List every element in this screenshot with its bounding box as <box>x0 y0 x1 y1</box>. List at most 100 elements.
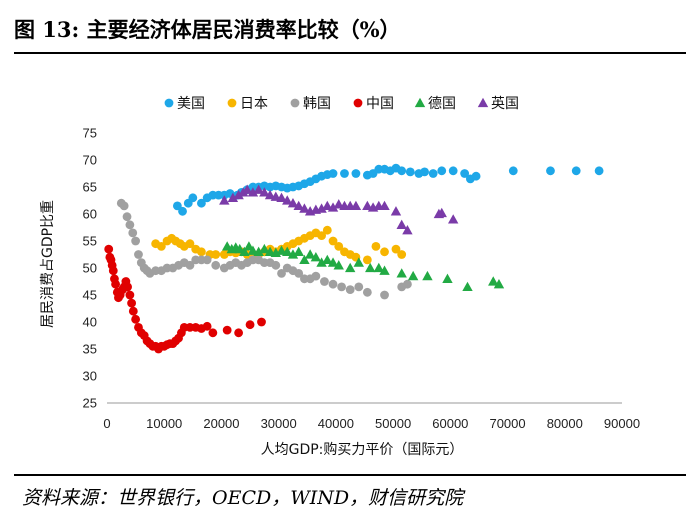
data-point <box>282 246 293 256</box>
legend-label: 日本 <box>240 96 268 112</box>
data-point <box>128 228 138 238</box>
x-tick-label: 20000 <box>203 416 239 431</box>
series-5 <box>219 184 459 235</box>
x-tick-label: 90000 <box>604 416 640 431</box>
data-point <box>420 167 429 177</box>
data-point <box>328 169 338 178</box>
data-point <box>380 290 389 300</box>
data-point <box>108 266 118 276</box>
data-point <box>282 195 293 205</box>
data-point <box>328 236 338 246</box>
x-tick-label: 30000 <box>261 416 297 431</box>
y-tick-label: 25 <box>83 396 97 411</box>
data-point <box>437 166 447 176</box>
data-point <box>245 320 255 330</box>
data-point <box>219 195 230 205</box>
data-point <box>287 198 299 208</box>
data-point <box>353 257 364 267</box>
x-tick-label: 10000 <box>146 416 182 431</box>
data-point <box>379 200 390 211</box>
x-tick-label: 50000 <box>375 416 411 431</box>
data-point <box>436 207 447 218</box>
data-point <box>351 169 361 178</box>
x-axis-label: 人均GDP:购买力平价（国际元） <box>261 442 464 458</box>
data-point <box>571 166 581 176</box>
y-axis: 25 30 35 40 45 50 55 60 65 70 75 <box>83 126 97 411</box>
x-axis: 0 10000 20000 30000 40000 50000 60000 70000 8000… <box>103 402 640 431</box>
data-point <box>119 201 129 211</box>
data-point <box>354 282 364 292</box>
data-point <box>362 287 372 297</box>
legend-label: 英国 <box>491 95 519 112</box>
y-tick-label: 70 <box>83 153 97 168</box>
data-point <box>287 249 299 259</box>
data-point <box>327 257 339 267</box>
data-point <box>317 231 326 241</box>
data-point <box>299 254 310 265</box>
data-point <box>462 281 473 292</box>
data-point <box>234 328 244 338</box>
source-note: 资料来源：世界银行，OECD，WIND，财信研究院 <box>22 487 464 509</box>
legend-label: 德国 <box>428 96 456 112</box>
data-point <box>508 166 518 176</box>
legend-marker <box>227 98 237 108</box>
legend-marker <box>353 98 363 108</box>
data-point <box>253 184 264 194</box>
data-point <box>111 279 120 289</box>
data-point <box>493 279 505 289</box>
y-tick-label: 35 <box>83 342 97 357</box>
data-point <box>208 328 218 338</box>
plot-area <box>104 163 604 354</box>
data-point <box>350 200 362 211</box>
data-point <box>128 306 138 316</box>
data-point <box>185 239 195 249</box>
data-point <box>247 187 259 197</box>
data-point <box>134 250 143 259</box>
data-point <box>397 166 407 176</box>
data-point <box>362 255 372 265</box>
data-point <box>299 203 310 213</box>
data-point <box>471 171 481 181</box>
data-point <box>333 260 344 270</box>
data-point <box>188 193 198 203</box>
data-point <box>488 276 499 286</box>
legend-marker <box>290 98 300 108</box>
data-point <box>422 270 433 281</box>
data-point <box>594 166 604 176</box>
data-point <box>322 254 333 265</box>
data-point <box>322 225 332 235</box>
data-point <box>333 199 344 209</box>
data-point <box>379 265 390 275</box>
y-tick-label: 65 <box>83 180 97 195</box>
data-point <box>344 262 356 273</box>
x-tick-label: 40000 <box>318 416 354 431</box>
legend: 美国 日本 韩国 中国 德国 英国 <box>164 95 519 112</box>
series-1 <box>151 225 407 265</box>
data-point <box>371 242 381 251</box>
data-point <box>293 246 304 256</box>
series-2 <box>116 198 412 300</box>
data-point <box>310 252 322 262</box>
data-point <box>227 192 239 202</box>
data-point <box>396 268 407 278</box>
y-tick-label: 75 <box>83 126 97 141</box>
data-point <box>397 250 407 259</box>
data-point <box>328 279 338 289</box>
data-point <box>202 255 212 265</box>
data-point <box>403 279 412 289</box>
data-point <box>334 242 344 251</box>
data-point <box>337 282 347 292</box>
series-4 <box>221 241 505 292</box>
data-point <box>362 200 373 211</box>
data-point <box>125 220 135 230</box>
data-point <box>448 166 458 176</box>
legend-label: 韩国 <box>303 96 331 112</box>
data-point <box>365 262 376 273</box>
data-point <box>294 269 304 278</box>
data-point <box>345 285 355 294</box>
legend-marker <box>164 98 174 108</box>
x-tick-label: 0 <box>103 416 110 431</box>
data-point <box>407 270 419 281</box>
data-point <box>131 314 141 324</box>
x-tick-label: 70000 <box>489 416 525 431</box>
